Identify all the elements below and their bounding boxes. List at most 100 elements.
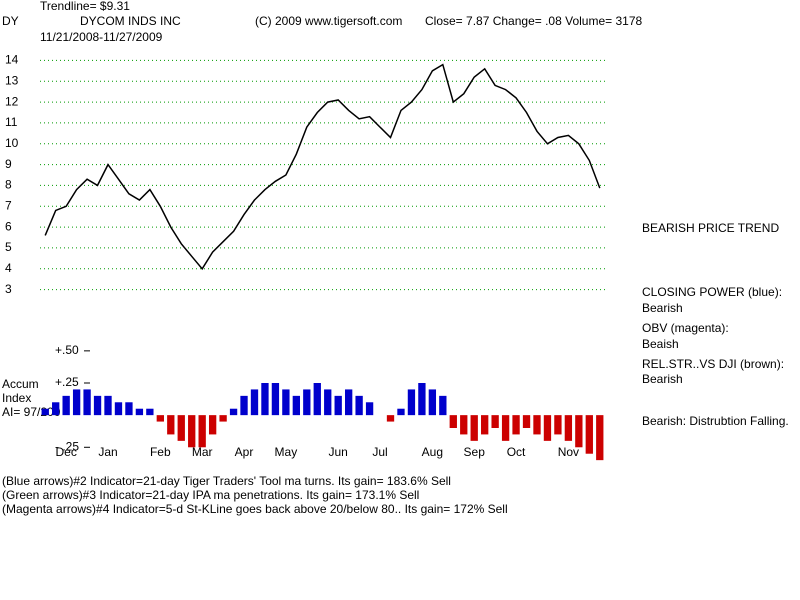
accum-bar — [261, 383, 269, 416]
accum-bar — [188, 415, 196, 448]
accum-bar — [324, 389, 332, 416]
accum-bar — [156, 415, 164, 422]
company: DYCOM INDS INC — [80, 14, 181, 28]
accum-bar — [418, 383, 426, 416]
accum-bar — [282, 389, 290, 416]
accum-bar — [52, 402, 60, 416]
x-tick-label: Jan — [98, 445, 117, 459]
note: Bearish — [642, 301, 683, 315]
note: Bearish: Distrubtion Falling. — [642, 414, 789, 428]
accum-bar — [83, 389, 91, 416]
accum-bar — [575, 415, 583, 448]
accum-bar — [41, 408, 49, 416]
y-tick-label: 10 — [5, 136, 19, 150]
footer-line: (Blue arrows)#2 Indicator=21-day Tiger T… — [2, 474, 451, 488]
accum-bar — [512, 415, 520, 435]
note: REL.STR..VS DJI (brown): — [642, 357, 784, 371]
ai-label: AI= 97/200 — [2, 405, 61, 419]
y-tick-label: 9 — [5, 157, 12, 171]
accum-bar — [271, 383, 280, 416]
y-tick-label: 3 — [5, 282, 12, 296]
accum-bar — [292, 395, 301, 416]
y2-tick-label: +.50 — [55, 343, 79, 357]
note: CLOSING POWER (blue): — [642, 285, 782, 299]
accum-bar — [62, 395, 70, 416]
x-tick-label: Dec — [55, 445, 76, 459]
accum-bar — [407, 389, 416, 416]
y-tick-label: 14 — [5, 53, 19, 67]
accum-bar — [344, 389, 353, 416]
index-label: Index — [2, 391, 31, 405]
note: BEARISH PRICE TREND — [642, 221, 779, 235]
accum-bar — [460, 415, 468, 435]
accum-bar — [554, 415, 562, 435]
quote: Close= 7.87 Change= .08 Volume= 3178 — [425, 14, 642, 28]
accum-bar — [240, 395, 248, 416]
accum-bar — [522, 415, 531, 428]
y2-tick-label: +.25 — [55, 375, 79, 389]
price-line — [44, 63, 601, 271]
trendline: Trendline= $9.31 — [40, 0, 130, 13]
accum-bar — [303, 389, 311, 416]
y-tick-label: 8 — [5, 178, 12, 192]
accum-bar — [313, 383, 321, 416]
accum-bar — [198, 415, 206, 448]
date-range: 11/21/2008-11/27/2009 — [40, 30, 163, 44]
x-tick-label: Aug — [422, 445, 443, 459]
x-tick-label: Mar — [192, 445, 213, 459]
accum-bar — [481, 415, 489, 435]
accum-bar — [365, 402, 374, 416]
accum-bar — [533, 415, 541, 435]
note: Bearish — [642, 372, 683, 386]
copyright: (C) 2009 www.tigersoft.com — [255, 14, 402, 28]
x-tick-label: May — [275, 445, 298, 459]
accum-bar — [491, 415, 499, 428]
x-tick-label: Oct — [507, 445, 526, 459]
accum-bar — [93, 395, 102, 416]
accum-label: Accum — [2, 377, 39, 391]
accum-bar — [177, 415, 185, 441]
accum-bar — [229, 408, 238, 416]
y-tick-label: 12 — [5, 94, 19, 108]
accum-bar — [564, 415, 573, 441]
accum-bar — [397, 408, 405, 416]
footer-line: (Magenta arrows)#4 Indicator=5-d St-KLin… — [2, 502, 508, 516]
accum-bar — [585, 415, 593, 454]
y-tick-label: 11 — [5, 115, 18, 129]
accum-bar — [386, 415, 395, 422]
y-tick-label: 5 — [5, 240, 12, 254]
accum-bar — [146, 408, 154, 416]
x-tick-label: Feb — [150, 445, 171, 459]
accum-bar — [135, 408, 144, 416]
accum-bar — [543, 415, 552, 441]
x-tick-label: Jul — [372, 445, 387, 459]
accum-bar — [125, 402, 133, 416]
y-tick-label: 13 — [5, 73, 19, 87]
accum-bar — [208, 415, 217, 435]
accum-bar — [334, 395, 342, 416]
symbol: DY — [2, 14, 19, 28]
accum-bar — [596, 415, 604, 461]
x-tick-label: Jun — [329, 445, 348, 459]
y-tick-label: 7 — [5, 198, 12, 212]
x-tick-label: Sep — [464, 445, 486, 459]
y2-tick-label: - .25 — [55, 439, 79, 453]
accum-bar — [470, 415, 478, 441]
footer-line: (Green arrows)#3 Indicator=21-day IPA ma… — [2, 488, 419, 502]
accum-bar — [439, 395, 447, 416]
y-tick-label: 6 — [5, 219, 12, 233]
accum-bar — [219, 415, 227, 422]
x-tick-label: Nov — [558, 445, 579, 459]
accum-bar — [250, 389, 259, 416]
accum-bar — [428, 389, 437, 416]
note: OBV (magenta): — [642, 321, 729, 335]
accum-bar — [355, 395, 363, 416]
accum-bar — [449, 415, 457, 428]
note: Beaish — [642, 337, 679, 351]
accum-bar — [72, 389, 81, 416]
x-tick-label: Apr — [235, 445, 254, 459]
accum-bar — [114, 402, 123, 416]
y-tick-label: 4 — [5, 261, 12, 275]
accum-bar — [167, 415, 175, 435]
